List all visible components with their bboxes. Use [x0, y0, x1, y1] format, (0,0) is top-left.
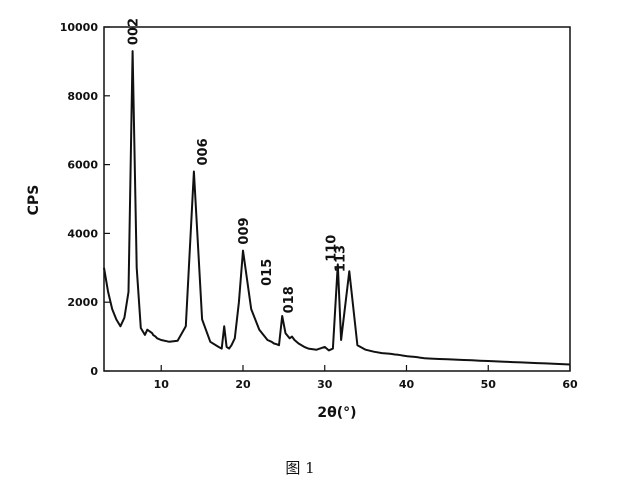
peak-label-009: 009	[237, 217, 252, 244]
x-tick-label: 60	[562, 378, 578, 391]
x-axis-title: 2θ(°)	[317, 405, 356, 421]
peak-label-113: 113	[334, 245, 349, 272]
y-tick-label: 8000	[67, 90, 98, 103]
figure-caption: 图 1	[285, 459, 314, 477]
peak-label-018: 018	[282, 286, 297, 313]
y-tick-label: 2000	[67, 296, 98, 309]
plot-frame	[103, 26, 571, 372]
y-tick-label: 0	[90, 365, 98, 378]
peak-label-006: 006	[196, 138, 211, 165]
peak-label-015: 015	[260, 259, 275, 286]
diffraction-trace	[103, 50, 571, 366]
y-tick-label: 6000	[67, 159, 98, 172]
peak-label-002: 002	[127, 18, 142, 45]
x-tick-label: 10	[154, 378, 170, 391]
x-tick-label: 20	[235, 378, 251, 391]
x-tick-label: 40	[399, 378, 415, 391]
y-axis-ticks: 0 2000 4000 6000 8000 10000	[60, 21, 110, 378]
y-tick-label: 10000	[60, 21, 99, 34]
x-axis-ticks: 10 20 30 40 50 60	[154, 365, 578, 391]
y-axis-title: CPS	[26, 185, 42, 216]
x-tick-label: 50	[481, 378, 497, 391]
peak-label-110: 110	[325, 235, 340, 262]
y-tick-label: 4000	[67, 227, 98, 240]
x-tick-label: 30	[317, 378, 333, 391]
